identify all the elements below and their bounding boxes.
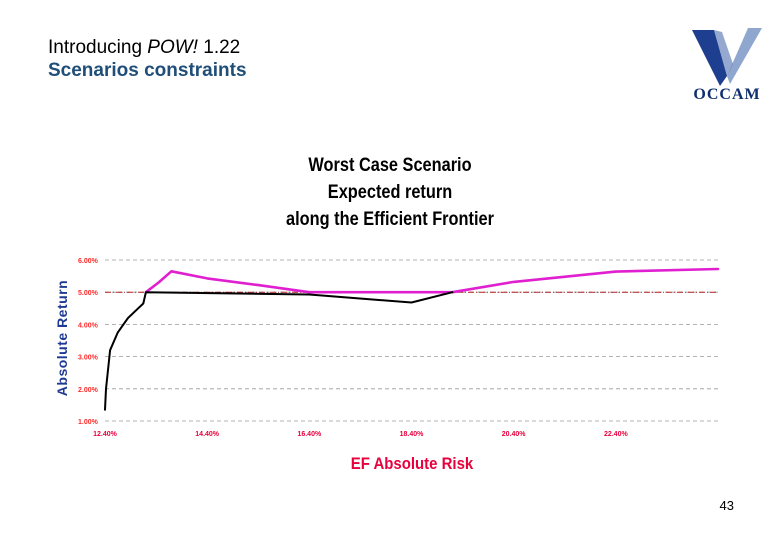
x-axis-label: EF Absolute Risk [350,454,474,473]
x-tick-label: 14.40% [195,431,220,438]
x-tick-label: 20.40% [502,431,527,438]
title-suffix: 1.22 [197,37,241,58]
y-axis-label: Absolute Return [54,279,70,397]
y-tick-label: 4.00% [78,322,99,329]
y-tick-label: 2.00% [78,387,99,394]
slide-subtitle: Scenarios constraints [48,60,247,81]
logo-text: OCCAM [693,86,761,103]
y-tick-label: 6.00% [78,258,99,265]
page-number: 43 [719,498,734,513]
y-tick-label: 5.00% [78,290,99,297]
y-tick-label: 3.00% [78,355,99,362]
slide-title-line: Introducing POW! 1.22 [48,36,247,59]
series-line-1 [144,267,720,294]
occam-logo-icon [692,28,762,86]
title-em: POW! [147,37,198,58]
chart-title-line-2: Expected return [327,182,453,203]
title-prefix: Introducing [48,37,148,58]
x-tick-label: 12.40% [93,431,118,438]
x-tick-label: 22.40% [604,431,629,438]
y-tick-label: 1.00% [78,419,99,426]
chart-title: Worst Case Scenario Expected return alon… [261,152,519,233]
series-line-0 [104,291,454,411]
slide-title: Introducing POW! 1.22 Scenarios constrai… [48,36,247,82]
chart-title-line-3: along the Efficient Frontier [286,209,494,230]
x-tick-label: 16.40% [297,431,322,438]
x-tick-label: 18.40% [400,431,425,438]
chart-title-line-1: Worst Case Scenario [308,155,472,176]
